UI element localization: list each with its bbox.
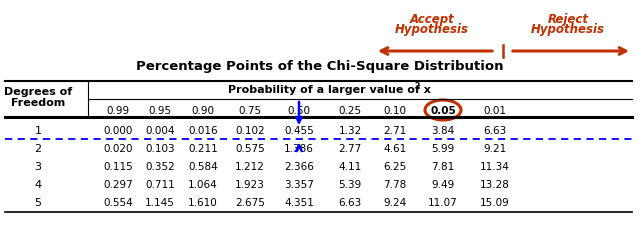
Text: 0.115: 0.115 xyxy=(103,161,133,171)
Text: 1.064: 1.064 xyxy=(188,179,218,189)
Text: 0.75: 0.75 xyxy=(239,106,262,116)
Text: 0.90: 0.90 xyxy=(191,106,214,116)
Text: 2.71: 2.71 xyxy=(383,126,406,136)
Text: 15.09: 15.09 xyxy=(480,197,510,207)
Text: Percentage Points of the Chi-Square Distribution: Percentage Points of the Chi-Square Dist… xyxy=(136,60,504,73)
Text: Freedom: Freedom xyxy=(11,98,65,108)
Text: 13.28: 13.28 xyxy=(480,179,510,189)
Text: 4: 4 xyxy=(35,179,42,189)
Text: 0.016: 0.016 xyxy=(188,126,218,136)
Text: 3.357: 3.357 xyxy=(284,179,314,189)
Text: Probability of a larger value of x: Probability of a larger value of x xyxy=(228,85,431,94)
Text: 11.07: 11.07 xyxy=(428,197,458,207)
Text: 1: 1 xyxy=(35,126,42,136)
Text: 0.50: 0.50 xyxy=(287,106,310,116)
Text: 5.99: 5.99 xyxy=(431,144,454,154)
Text: Accept: Accept xyxy=(410,13,454,26)
Text: 4.11: 4.11 xyxy=(339,161,362,171)
Text: 0.352: 0.352 xyxy=(145,161,175,171)
Text: 1.386: 1.386 xyxy=(284,144,314,154)
Text: 7.81: 7.81 xyxy=(431,161,454,171)
Text: 0.102: 0.102 xyxy=(235,126,265,136)
Text: 3: 3 xyxy=(35,161,42,171)
Text: 0.020: 0.020 xyxy=(103,144,132,154)
Text: 1.145: 1.145 xyxy=(145,197,175,207)
Text: 0.01: 0.01 xyxy=(483,106,506,116)
Text: 5.39: 5.39 xyxy=(339,179,362,189)
Text: 1.923: 1.923 xyxy=(235,179,265,189)
Text: 4.351: 4.351 xyxy=(284,197,314,207)
Text: 0.10: 0.10 xyxy=(383,106,406,116)
Text: 2.366: 2.366 xyxy=(284,161,314,171)
Text: 9.21: 9.21 xyxy=(483,144,507,154)
Text: 0.004: 0.004 xyxy=(145,126,175,136)
Text: 0.554: 0.554 xyxy=(103,197,133,207)
Text: 0.95: 0.95 xyxy=(148,106,172,116)
Text: 0.05: 0.05 xyxy=(430,106,456,116)
Text: 2: 2 xyxy=(414,82,420,91)
Text: 0.000: 0.000 xyxy=(103,126,132,136)
Text: 7.78: 7.78 xyxy=(383,179,406,189)
Text: 5: 5 xyxy=(35,197,42,207)
Text: 0.575: 0.575 xyxy=(235,144,265,154)
Text: 3.84: 3.84 xyxy=(431,126,454,136)
Text: 1.32: 1.32 xyxy=(339,126,362,136)
Text: 0.584: 0.584 xyxy=(188,161,218,171)
Text: 0.211: 0.211 xyxy=(188,144,218,154)
Text: 0.25: 0.25 xyxy=(339,106,362,116)
Text: 0.711: 0.711 xyxy=(145,179,175,189)
Text: 6.25: 6.25 xyxy=(383,161,406,171)
Text: Reject: Reject xyxy=(547,13,589,26)
Text: 0.99: 0.99 xyxy=(106,106,129,116)
Text: 11.34: 11.34 xyxy=(480,161,510,171)
Text: 2.675: 2.675 xyxy=(235,197,265,207)
Text: 9.24: 9.24 xyxy=(383,197,406,207)
Text: 1.610: 1.610 xyxy=(188,197,218,207)
Text: 6.63: 6.63 xyxy=(483,126,507,136)
Text: 1.212: 1.212 xyxy=(235,161,265,171)
Text: 0.455: 0.455 xyxy=(284,126,314,136)
Text: Degrees of: Degrees of xyxy=(4,87,72,97)
Text: 6.63: 6.63 xyxy=(339,197,362,207)
Text: 9.49: 9.49 xyxy=(431,179,454,189)
Text: 0.297: 0.297 xyxy=(103,179,133,189)
Text: Hypothesis: Hypothesis xyxy=(531,23,605,36)
Text: 0.103: 0.103 xyxy=(145,144,175,154)
Text: 2.77: 2.77 xyxy=(339,144,362,154)
Text: 2: 2 xyxy=(35,144,42,154)
Text: Hypothesis: Hypothesis xyxy=(395,23,469,36)
Text: 4.61: 4.61 xyxy=(383,144,406,154)
